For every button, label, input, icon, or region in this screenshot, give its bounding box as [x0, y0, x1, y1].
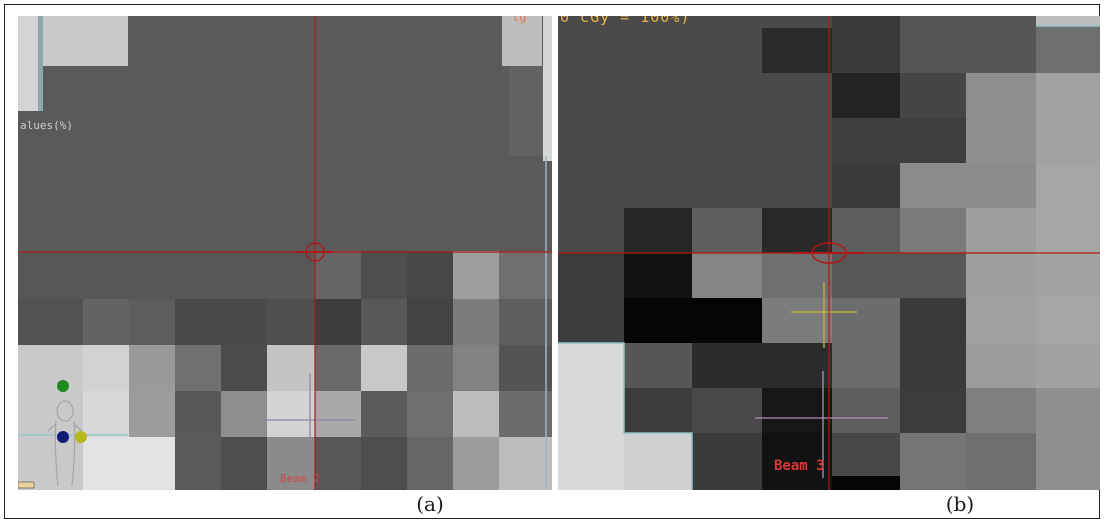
- beam-label-a: Beam 2: [280, 472, 320, 485]
- patient-orientation-icon: [18, 380, 87, 489]
- orientation-head-marker: [57, 380, 69, 392]
- caption-a: (a): [416, 492, 444, 516]
- crosshair-icon[interactable]: [558, 16, 1100, 490]
- beam-crosshair-icon: [755, 371, 888, 478]
- values-label: alues(%): [20, 119, 73, 132]
- orientation-right-marker: [75, 431, 87, 443]
- ct-image-a: [18, 16, 552, 490]
- panel-a-header-fragment: lg: [512, 16, 527, 24]
- ct-panel-b[interactable]: 0 cGy = 100%) Beam 3: [558, 16, 1100, 490]
- ct-panel-a[interactable]: lg alues(%) Beam 2: [18, 16, 552, 490]
- orientation-left-marker: [57, 431, 69, 443]
- ct-image-b: [558, 16, 1100, 490]
- isocenter-cross-icon: [791, 282, 857, 348]
- crosshair-icon[interactable]: [18, 16, 552, 490]
- beam-label-b: Beam 3: [774, 458, 825, 474]
- panel-b-header-fragment: 0 cGy = 100%): [560, 16, 691, 26]
- beam-crosshair-icon: [264, 374, 355, 478]
- caption-b: (b): [945, 492, 975, 516]
